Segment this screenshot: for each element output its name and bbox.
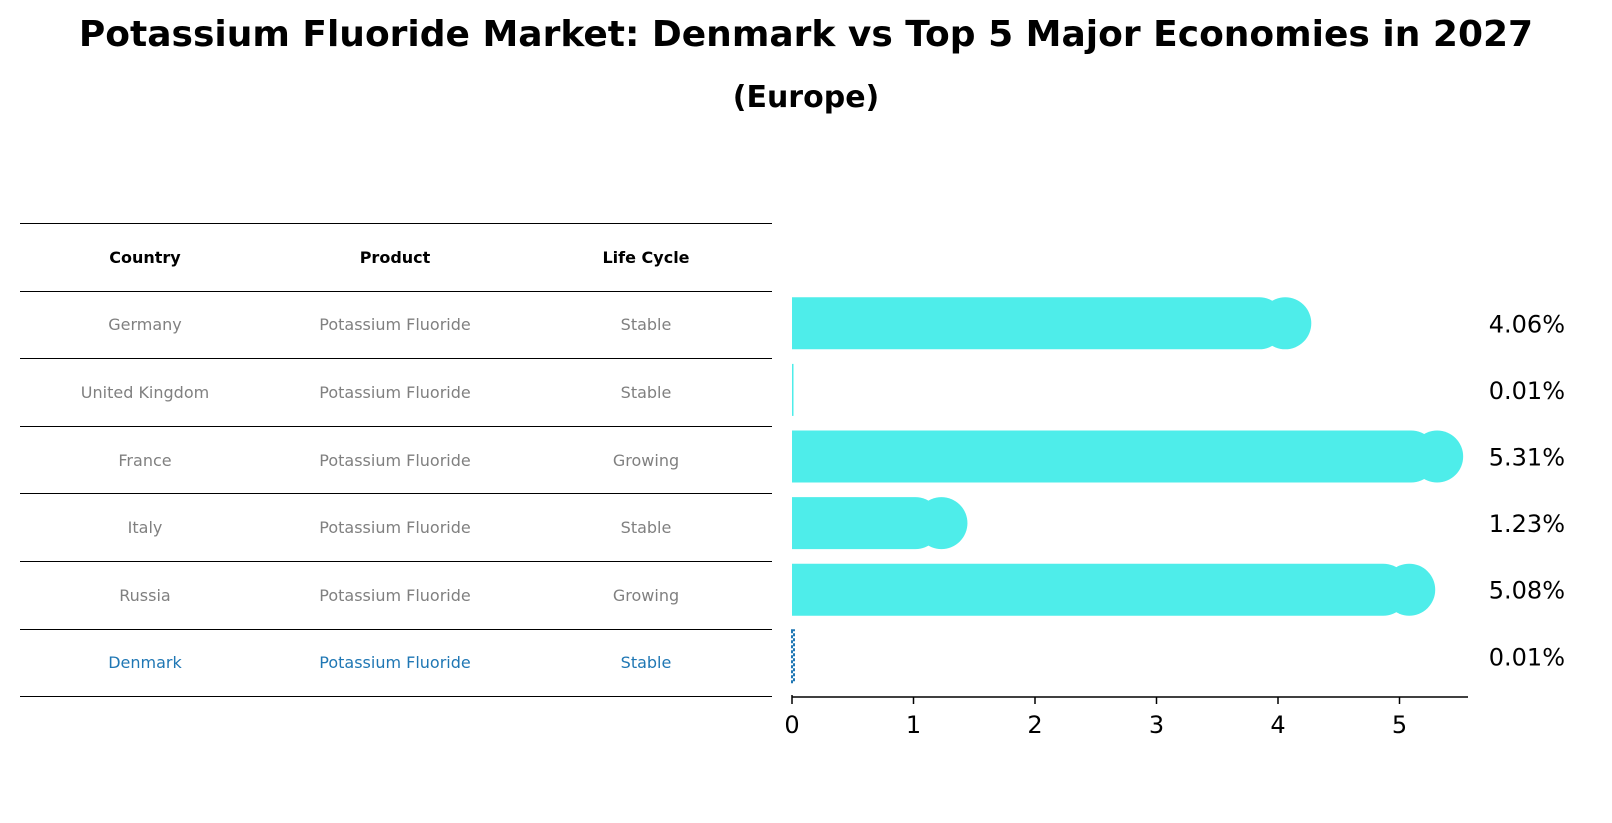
value-label: 4.06% bbox=[1489, 310, 1565, 338]
table-row: United Kingdom Potassium Fluoride Stable bbox=[20, 358, 772, 426]
country-table: Country Product Life Cycle Germany Potas… bbox=[20, 223, 772, 698]
life-cycle-cell: Growing bbox=[612, 450, 680, 470]
value-label: 5.08% bbox=[1489, 577, 1565, 605]
x-tick-label: 5 bbox=[1392, 711, 1407, 739]
life-cycle-cell: Stable bbox=[620, 518, 672, 538]
product-cell: Potassium Fluoride bbox=[319, 518, 471, 538]
x-tick-label: 4 bbox=[1270, 711, 1285, 739]
country-cell: France bbox=[118, 450, 172, 470]
header-country: Country bbox=[109, 247, 181, 267]
value-label: 5.31% bbox=[1489, 444, 1565, 472]
chart-title: Potassium Fluoride Market: Denmark vs To… bbox=[78, 14, 1534, 55]
country-cell: Italy bbox=[127, 518, 163, 538]
x-tick-label: 0 bbox=[784, 711, 799, 739]
chart-subtitle: (Europe) bbox=[732, 80, 880, 115]
bar bbox=[792, 497, 942, 550]
bar bbox=[792, 563, 1410, 616]
bar bbox=[792, 430, 1438, 483]
x-tick-label: 3 bbox=[1149, 711, 1164, 739]
country-cell: United Kingdom bbox=[80, 382, 210, 402]
life-cycle-cell: Stable bbox=[620, 653, 672, 673]
bar-cap bbox=[1411, 430, 1464, 483]
header-product: Product bbox=[359, 247, 431, 267]
product-cell: Potassium Fluoride bbox=[319, 450, 471, 470]
table-row: Italy Potassium Fluoride Stable bbox=[20, 493, 772, 561]
bar-cap bbox=[1259, 297, 1312, 350]
table-row-highlight: Denmark Potassium Fluoride Stable bbox=[20, 628, 772, 698]
product-cell: Potassium Fluoride bbox=[319, 315, 471, 335]
life-cycle-cell: Stable bbox=[620, 315, 672, 335]
bar bbox=[792, 297, 1286, 350]
life-cycle-cell: Stable bbox=[620, 382, 672, 402]
product-cell: Potassium Fluoride bbox=[319, 382, 471, 402]
bar bbox=[792, 363, 794, 416]
table-row: Russia Potassium Fluoride Growing bbox=[20, 560, 772, 629]
bar-cap bbox=[1383, 563, 1436, 616]
life-cycle-cell: Growing bbox=[612, 585, 680, 605]
value-label: 1.23% bbox=[1489, 510, 1565, 538]
x-tick-label: 2 bbox=[1027, 711, 1042, 739]
country-cell: Russia bbox=[119, 585, 171, 605]
product-cell: Potassium Fluoride bbox=[319, 585, 471, 605]
product-cell: Potassium Fluoride bbox=[319, 653, 471, 673]
bar-cap bbox=[915, 497, 968, 550]
header-life-cycle: Life Cycle bbox=[602, 247, 690, 267]
x-tick-label: 1 bbox=[906, 711, 921, 739]
table-header-row: Country Product Life Cycle bbox=[20, 223, 772, 291]
country-cell: Germany bbox=[108, 315, 182, 335]
table-row: France Potassium Fluoride Growing bbox=[20, 425, 772, 494]
country-cell: Denmark bbox=[108, 653, 182, 673]
table-row: Germany Potassium Fluoride Stable bbox=[20, 290, 772, 359]
value-label: 0.01% bbox=[1489, 377, 1565, 405]
bar-highlight bbox=[791, 629, 795, 684]
value-label: 0.01% bbox=[1489, 643, 1565, 671]
